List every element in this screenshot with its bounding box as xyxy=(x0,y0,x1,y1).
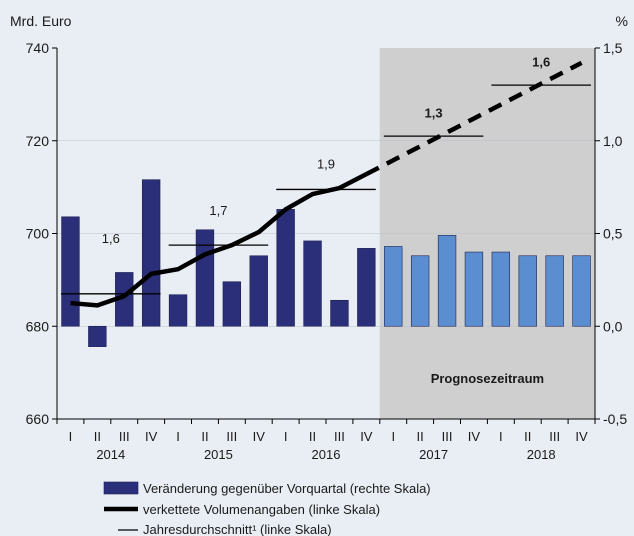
bar xyxy=(222,281,242,327)
annual-average-label: 1,6 xyxy=(532,55,550,70)
bar xyxy=(330,299,349,327)
bar xyxy=(168,294,188,327)
legend-label-bars: Veränderung gegenüber Vorquartal (rechte… xyxy=(143,481,431,496)
year-label: 2018 xyxy=(527,447,556,462)
left-tick-label: 720 xyxy=(26,133,50,149)
quarter-label: II xyxy=(94,429,101,444)
quarter-label: I xyxy=(69,429,73,444)
right-tick-label: -0,5 xyxy=(603,411,627,427)
left-tick-label: 740 xyxy=(26,40,50,56)
right-unit-label: % xyxy=(616,13,628,29)
bar xyxy=(195,229,215,327)
legend-label-average: Jahresdurchschnitt¹ (linke Skala) xyxy=(143,522,332,536)
bar xyxy=(384,246,403,327)
year-label: 2017 xyxy=(419,447,448,462)
quarter-label: I xyxy=(391,429,395,444)
bar xyxy=(303,240,322,327)
bar xyxy=(141,179,161,327)
quarter-label: I xyxy=(176,429,180,444)
quarter-label: IV xyxy=(468,429,481,444)
volume-line-forecast xyxy=(365,60,583,177)
year-label: 2016 xyxy=(312,447,341,462)
bar xyxy=(61,216,80,327)
left-tick-label: 660 xyxy=(26,411,50,427)
volume-line-solid xyxy=(70,172,368,308)
quarter-label: IV xyxy=(575,429,588,444)
quarter-label: II xyxy=(309,429,316,444)
quarter-label: IV xyxy=(253,429,266,444)
year-label: 2014 xyxy=(96,447,125,462)
bar xyxy=(410,255,430,327)
right-tick-label: 1,5 xyxy=(603,40,623,56)
quarter-label: III xyxy=(119,429,130,444)
quarter-label: II xyxy=(201,429,208,444)
annual-average-label: 1,3 xyxy=(425,106,443,121)
bar xyxy=(464,251,484,327)
annual-average-label: 1,6 xyxy=(102,231,120,246)
legend-label-line: verkettete Volumenangaben (linke Skala) xyxy=(143,502,380,517)
bar xyxy=(518,255,537,327)
quarter-label: IV xyxy=(360,429,373,444)
quarter-label: III xyxy=(334,429,345,444)
quarter-label: III xyxy=(226,429,237,444)
left-unit-label: Mrd. Euro xyxy=(10,13,72,29)
quarter-label: I xyxy=(499,429,503,444)
quarter-label: III xyxy=(442,429,453,444)
left-tick-label: 680 xyxy=(26,318,50,334)
quarter-label: IV xyxy=(145,429,158,444)
right-tick-label: 1,0 xyxy=(603,133,623,149)
left-tick-label: 700 xyxy=(26,226,50,242)
legend-swatch-bars xyxy=(103,481,139,495)
forecast-label: Prognosezeitraum xyxy=(431,371,544,386)
bar xyxy=(357,248,376,327)
quarter-label: II xyxy=(524,429,531,444)
right-tick-label: 0,5 xyxy=(603,226,623,242)
right-tick-label: 0,0 xyxy=(603,318,623,334)
bar xyxy=(491,251,511,327)
quarter-label: I xyxy=(284,429,288,444)
year-label: 2015 xyxy=(204,447,233,462)
bar xyxy=(249,255,268,327)
bar xyxy=(276,209,295,327)
annual-average-label: 1,7 xyxy=(209,203,227,218)
bar xyxy=(572,255,591,327)
quarter-label: III xyxy=(549,429,560,444)
annual-average-label: 1,9 xyxy=(317,157,335,172)
quarter-label: II xyxy=(417,429,424,444)
bar xyxy=(545,255,564,327)
bar xyxy=(88,325,107,347)
bar xyxy=(437,235,457,327)
